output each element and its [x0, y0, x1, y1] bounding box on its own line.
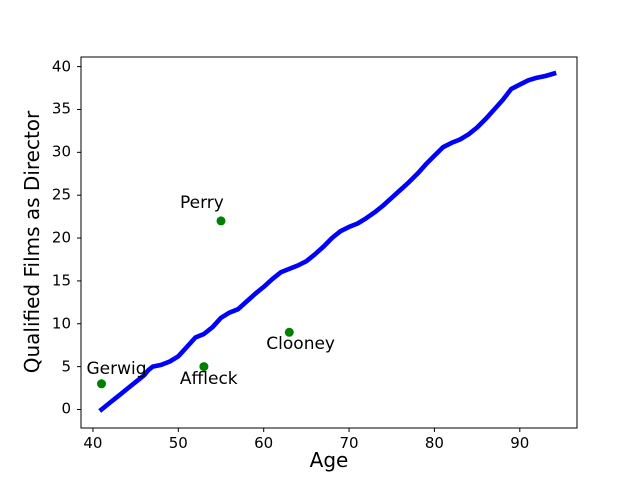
y-axis-label: Qualified Films as Director [20, 110, 44, 374]
y-tick-label: 30 [51, 142, 71, 161]
director-dot-clooney [284, 327, 294, 337]
y-tick-label: 35 [51, 99, 71, 118]
director-label-gerwig: Gerwig [86, 358, 147, 379]
trend-line [98, 70, 557, 413]
y-tick-label: 15 [51, 271, 71, 290]
y-tick-label: 25 [51, 185, 71, 204]
plot-area-spines [80, 56, 578, 429]
x-tick-label: 90 [510, 434, 530, 452]
director-dot-gerwig [97, 379, 106, 389]
y-tick-label: 0 [61, 399, 71, 418]
y-tick-label: 20 [51, 228, 71, 247]
x-tick-label: 70 [339, 434, 359, 452]
x-tick-label: 40 [83, 434, 103, 452]
y-tick-label: 5 [61, 357, 71, 376]
y-tick-label: 40 [51, 57, 71, 76]
director-dot-perry [216, 216, 226, 226]
x-tick-label: 50 [168, 434, 188, 452]
x-axis-label: Age [309, 448, 349, 472]
x-tick-label: 80 [424, 434, 444, 452]
y-tick-label: 10 [51, 314, 71, 333]
x-tick-label: 60 [254, 434, 274, 452]
director-label-clooney: Clooney [266, 334, 335, 355]
director-label-affleck: Affleck [179, 368, 238, 389]
director-dot-affleck [199, 362, 209, 372]
director-label-perry: Perry [180, 192, 224, 213]
